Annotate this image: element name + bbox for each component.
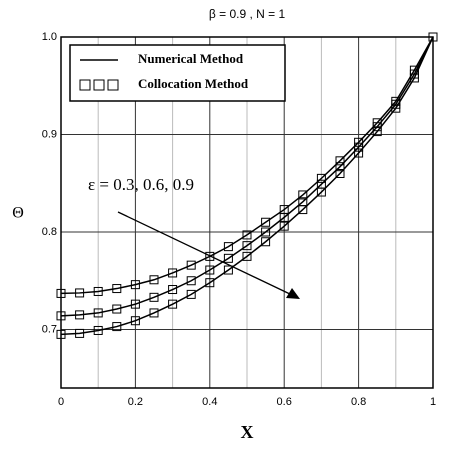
collocation-marker [149, 292, 159, 302]
collocation-marker [205, 265, 215, 275]
collocation-marker [409, 73, 419, 83]
collocation-marker [372, 127, 382, 137]
collocation-marker [354, 142, 364, 152]
collocation-marker [130, 280, 140, 290]
collocation-marker [93, 308, 103, 318]
legend-label: Numerical Method [138, 51, 244, 66]
collocation-marker [261, 217, 271, 227]
legend-label: Collocation Method [138, 76, 249, 91]
collocation-marker [93, 286, 103, 296]
collocation-marker [149, 275, 159, 285]
collocation-marker [56, 288, 66, 298]
x-tick-label: 0.8 [351, 396, 366, 408]
numerical-line [60, 36, 434, 336]
collocation-marker [93, 325, 103, 335]
collocation-marker [205, 251, 215, 261]
collocation-marker [279, 221, 289, 231]
collocation-marker [112, 284, 122, 294]
x-tick-label: 0.2 [128, 396, 143, 408]
collocation-marker [261, 227, 271, 237]
collocation-marker [261, 237, 271, 247]
collocation-marker [223, 265, 233, 275]
collocation-marker [149, 308, 159, 318]
y-axis-label: Θ [12, 205, 24, 222]
collocation-marker [354, 148, 364, 158]
y-tick-label: 1.0 [42, 31, 57, 43]
y-tick-label: 0.7 [42, 323, 57, 335]
legend-box [69, 44, 286, 102]
x-tick-label: 0 [58, 396, 64, 408]
collocation-marker [75, 310, 85, 320]
collocation-marker [428, 32, 438, 42]
collocation-marker [75, 288, 85, 298]
plot-frame [60, 36, 434, 389]
collocation-marker [186, 260, 196, 270]
collocation-marker [242, 241, 252, 251]
collocation-marker [316, 187, 326, 197]
collocation-marker [130, 316, 140, 326]
collocation-marker [130, 299, 140, 309]
numerical-line [60, 36, 434, 317]
collocation-marker [186, 289, 196, 299]
collocation-marker [279, 212, 289, 222]
collocation-marker [335, 169, 345, 178]
collocation-marker [391, 103, 401, 113]
annotation: ε = 0.3, 0.6, 0.9 [88, 175, 194, 194]
legend-square [93, 79, 105, 91]
collocation-marker [223, 253, 233, 263]
chart-title: β = 0.9 , N = 1 [209, 7, 286, 21]
x-tick-label: 1 [430, 396, 436, 408]
x-axis-label: X [241, 422, 254, 442]
x-tick-label: 0.4 [202, 396, 217, 408]
collocation-marker [242, 230, 252, 240]
collocation-marker [298, 190, 308, 200]
collocation-marker [205, 278, 215, 288]
legend-square [79, 79, 91, 91]
collocation-marker [112, 322, 122, 332]
legend-square [107, 79, 119, 91]
collocation-marker [112, 304, 122, 314]
collocation-marker [168, 299, 178, 309]
x-tick-label: 0.6 [277, 396, 292, 408]
collocation-marker [56, 329, 66, 339]
collocation-marker [316, 173, 326, 183]
y-tick-label: 0.9 [42, 128, 57, 140]
collocation-marker [298, 205, 308, 215]
annotation-arrow [117, 211, 293, 296]
arrow-head [286, 288, 300, 299]
collocation-marker [56, 311, 66, 321]
collocation-marker [335, 156, 345, 166]
collocation-marker [242, 251, 252, 261]
y-tick-label: 0.8 [42, 226, 57, 238]
numerical-line [60, 36, 434, 295]
collocation-marker [75, 328, 85, 338]
collocation-marker [186, 276, 196, 286]
collocation-marker [223, 242, 233, 252]
collocation-marker [168, 268, 178, 278]
collocation-marker [335, 162, 345, 172]
collocation-marker [168, 285, 178, 295]
